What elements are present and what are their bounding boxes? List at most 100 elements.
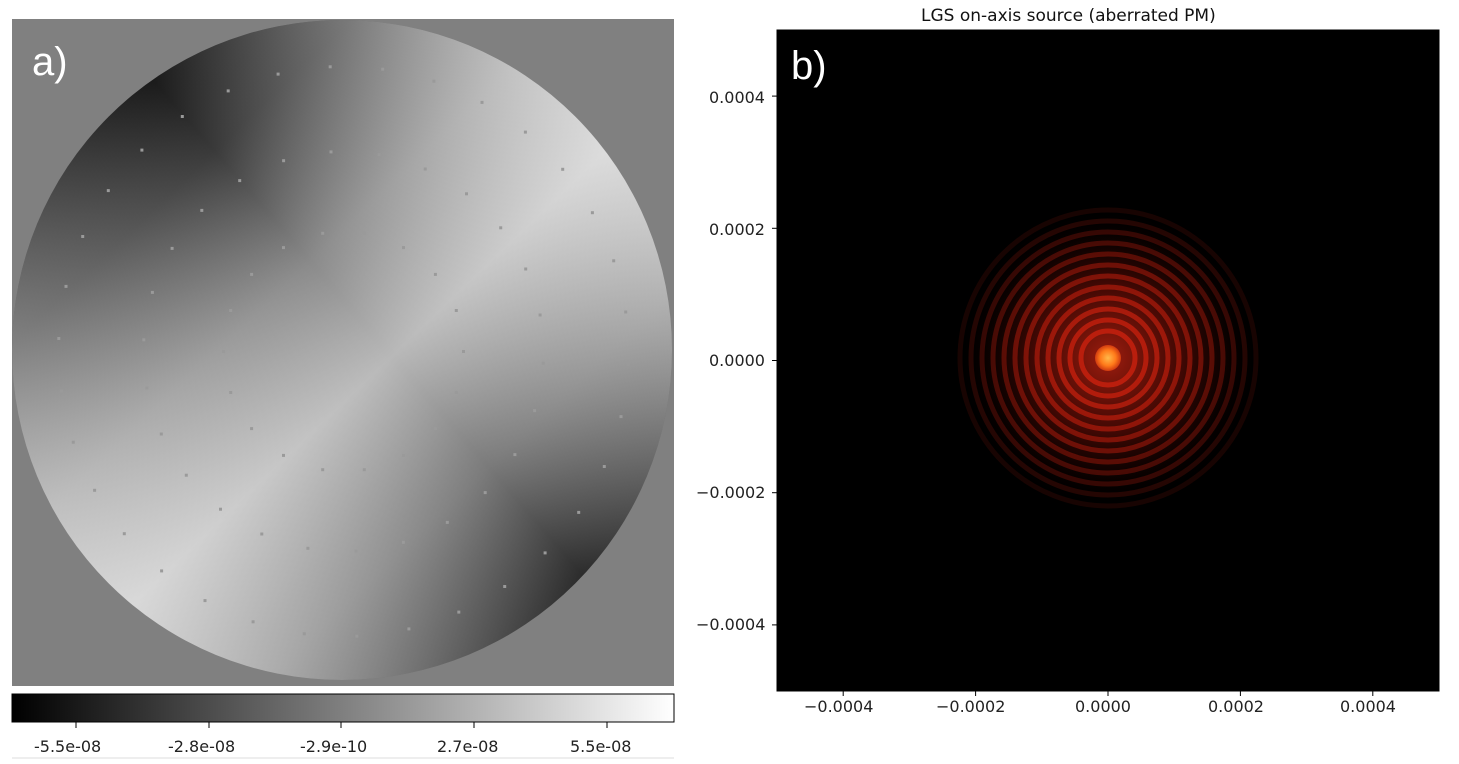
- segment-gap-dot: [250, 272, 254, 276]
- segment-gap-dot: [93, 488, 97, 492]
- segment-gap-dot: [619, 415, 623, 419]
- segment-gap-dot: [306, 546, 310, 550]
- segment-gap-dot: [226, 89, 230, 93]
- x-tick-label: 0.0002: [1208, 697, 1264, 716]
- segment-gap-dot: [457, 610, 461, 614]
- segment-gap-dot: [513, 453, 517, 457]
- y-tick-label: −0.0002: [696, 483, 766, 502]
- segment-gap-dot: [543, 551, 547, 555]
- segment-gap-dot: [180, 115, 184, 118]
- segment-gap-dot: [219, 507, 222, 511]
- segment-gap-dot: [238, 179, 242, 183]
- segment-gap-dot: [499, 226, 503, 230]
- segment-gap-dot: [150, 290, 154, 294]
- y-tick-label: 0.0004: [709, 88, 765, 107]
- segment-gap-dot: [561, 167, 565, 171]
- panel-label-b: b): [791, 44, 827, 88]
- segment-gap-dot: [106, 189, 110, 193]
- y-tick-label: −0.0004: [696, 615, 766, 634]
- colorbar-tick-label: 5.5e-08: [570, 737, 632, 756]
- segment-gap-dot: [402, 453, 405, 457]
- segment-gap-dot: [170, 246, 174, 250]
- diffraction-ring: [957, 207, 1259, 509]
- segment-gap-dot: [145, 386, 149, 390]
- segment-gap-dot: [282, 453, 285, 457]
- colorbar-tick-label: -5.5e-08: [34, 737, 102, 756]
- segment-gap-dot: [454, 309, 458, 312]
- segment-gap-dot: [454, 391, 458, 394]
- segment-gap-dot: [626, 363, 630, 366]
- segment-gap-dot: [282, 246, 285, 250]
- segment-gap-dot: [480, 100, 484, 104]
- segment-gap-dot: [229, 391, 233, 394]
- segment-gap-dot: [533, 409, 537, 413]
- diffraction-ring: [1034, 284, 1182, 432]
- colorbar: [11, 693, 675, 723]
- segment-gap-dot: [160, 569, 164, 573]
- segment-gap-dot: [445, 520, 449, 524]
- segment-gap-dot: [423, 167, 427, 171]
- segment-gap-dot: [203, 599, 207, 603]
- segment-gap-dot: [465, 192, 468, 196]
- segment-gap-dot: [140, 148, 144, 152]
- segment-gap-dot: [590, 211, 594, 215]
- segment-gap-dot: [260, 532, 264, 536]
- segment-gap-dot: [362, 468, 366, 472]
- segment-gap-dot: [354, 549, 358, 553]
- segment-gap-dot: [462, 350, 465, 353]
- panel-b-psf: LGS on-axis source (aberrated PM) b) 0.0…: [690, 0, 1459, 764]
- segment-gap-dot: [229, 309, 233, 312]
- axis-ticks: [772, 95, 1374, 696]
- x-tick-label: −0.0002: [936, 697, 1006, 716]
- segment-gap-dot: [329, 150, 333, 154]
- segment-gap-dot: [402, 246, 405, 250]
- segment-gap-dot: [538, 313, 542, 317]
- colorbar-tick-label: -2.9e-10: [300, 737, 368, 756]
- diffraction-ring: [1023, 273, 1193, 443]
- segment-gap-dot: [122, 532, 126, 536]
- colorbar-ticks: [75, 722, 608, 728]
- segment-gap-dot: [276, 72, 280, 76]
- segment-gap-dot: [250, 427, 254, 431]
- psf-plot: [772, 29, 1440, 696]
- x-tick-label: 0.0004: [1340, 697, 1396, 716]
- segment-gap-dots: [57, 65, 630, 638]
- segment-gap-dot: [362, 231, 366, 235]
- diffraction-ring: [1045, 295, 1171, 421]
- segment-gap-dot: [321, 231, 325, 235]
- colorbar-tick-label: -2.8e-08: [168, 737, 236, 756]
- segment-gap-dot: [159, 432, 163, 436]
- diffraction-ring: [990, 240, 1226, 476]
- colorbar-tick-label: 2.7e-08: [437, 737, 499, 756]
- segment-gap-dot: [432, 79, 436, 83]
- segment-gap-dot: [541, 361, 545, 365]
- segment-gap-dot: [624, 310, 628, 314]
- diffraction-ring: [1001, 251, 1215, 465]
- segment-gap-dot: [64, 284, 68, 288]
- segment-gap-dot: [57, 337, 61, 340]
- segment-gap-dot: [433, 272, 437, 276]
- segment-gap-dot: [328, 65, 332, 69]
- diffraction-ring: [1078, 328, 1138, 388]
- diffraction-ring: [1012, 262, 1204, 454]
- segment-gap-dot: [377, 153, 381, 157]
- diffraction-ring: [979, 229, 1237, 487]
- chart-title: LGS on-axis source (aberrated PM): [921, 6, 1216, 26]
- segment-gap-dot: [524, 267, 528, 271]
- segment-gap-dot: [142, 338, 146, 342]
- wavefront-map: [11, 19, 675, 759]
- segment-gap-dot: [523, 130, 527, 134]
- segment-gap-dot: [251, 620, 255, 624]
- panel-a-wavefront: a) -5.5e-08 -2.8e-08 -2.9e-10 2.7e-08 5.…: [0, 0, 690, 764]
- x-tick-label: 0.0000: [1075, 697, 1131, 716]
- segment-gap-dot: [59, 389, 63, 393]
- segment-gap-dot: [71, 440, 75, 444]
- segment-gap-dot: [401, 540, 405, 544]
- segment-gap-dot: [81, 235, 85, 238]
- diffraction-ring: [968, 218, 1248, 498]
- diffraction-ring: [1067, 317, 1149, 399]
- pupil-disk: [12, 20, 672, 680]
- diffraction-ring: [1056, 306, 1160, 410]
- panel-label-a: a): [32, 40, 68, 84]
- y-tick-label: 0.0000: [709, 351, 765, 370]
